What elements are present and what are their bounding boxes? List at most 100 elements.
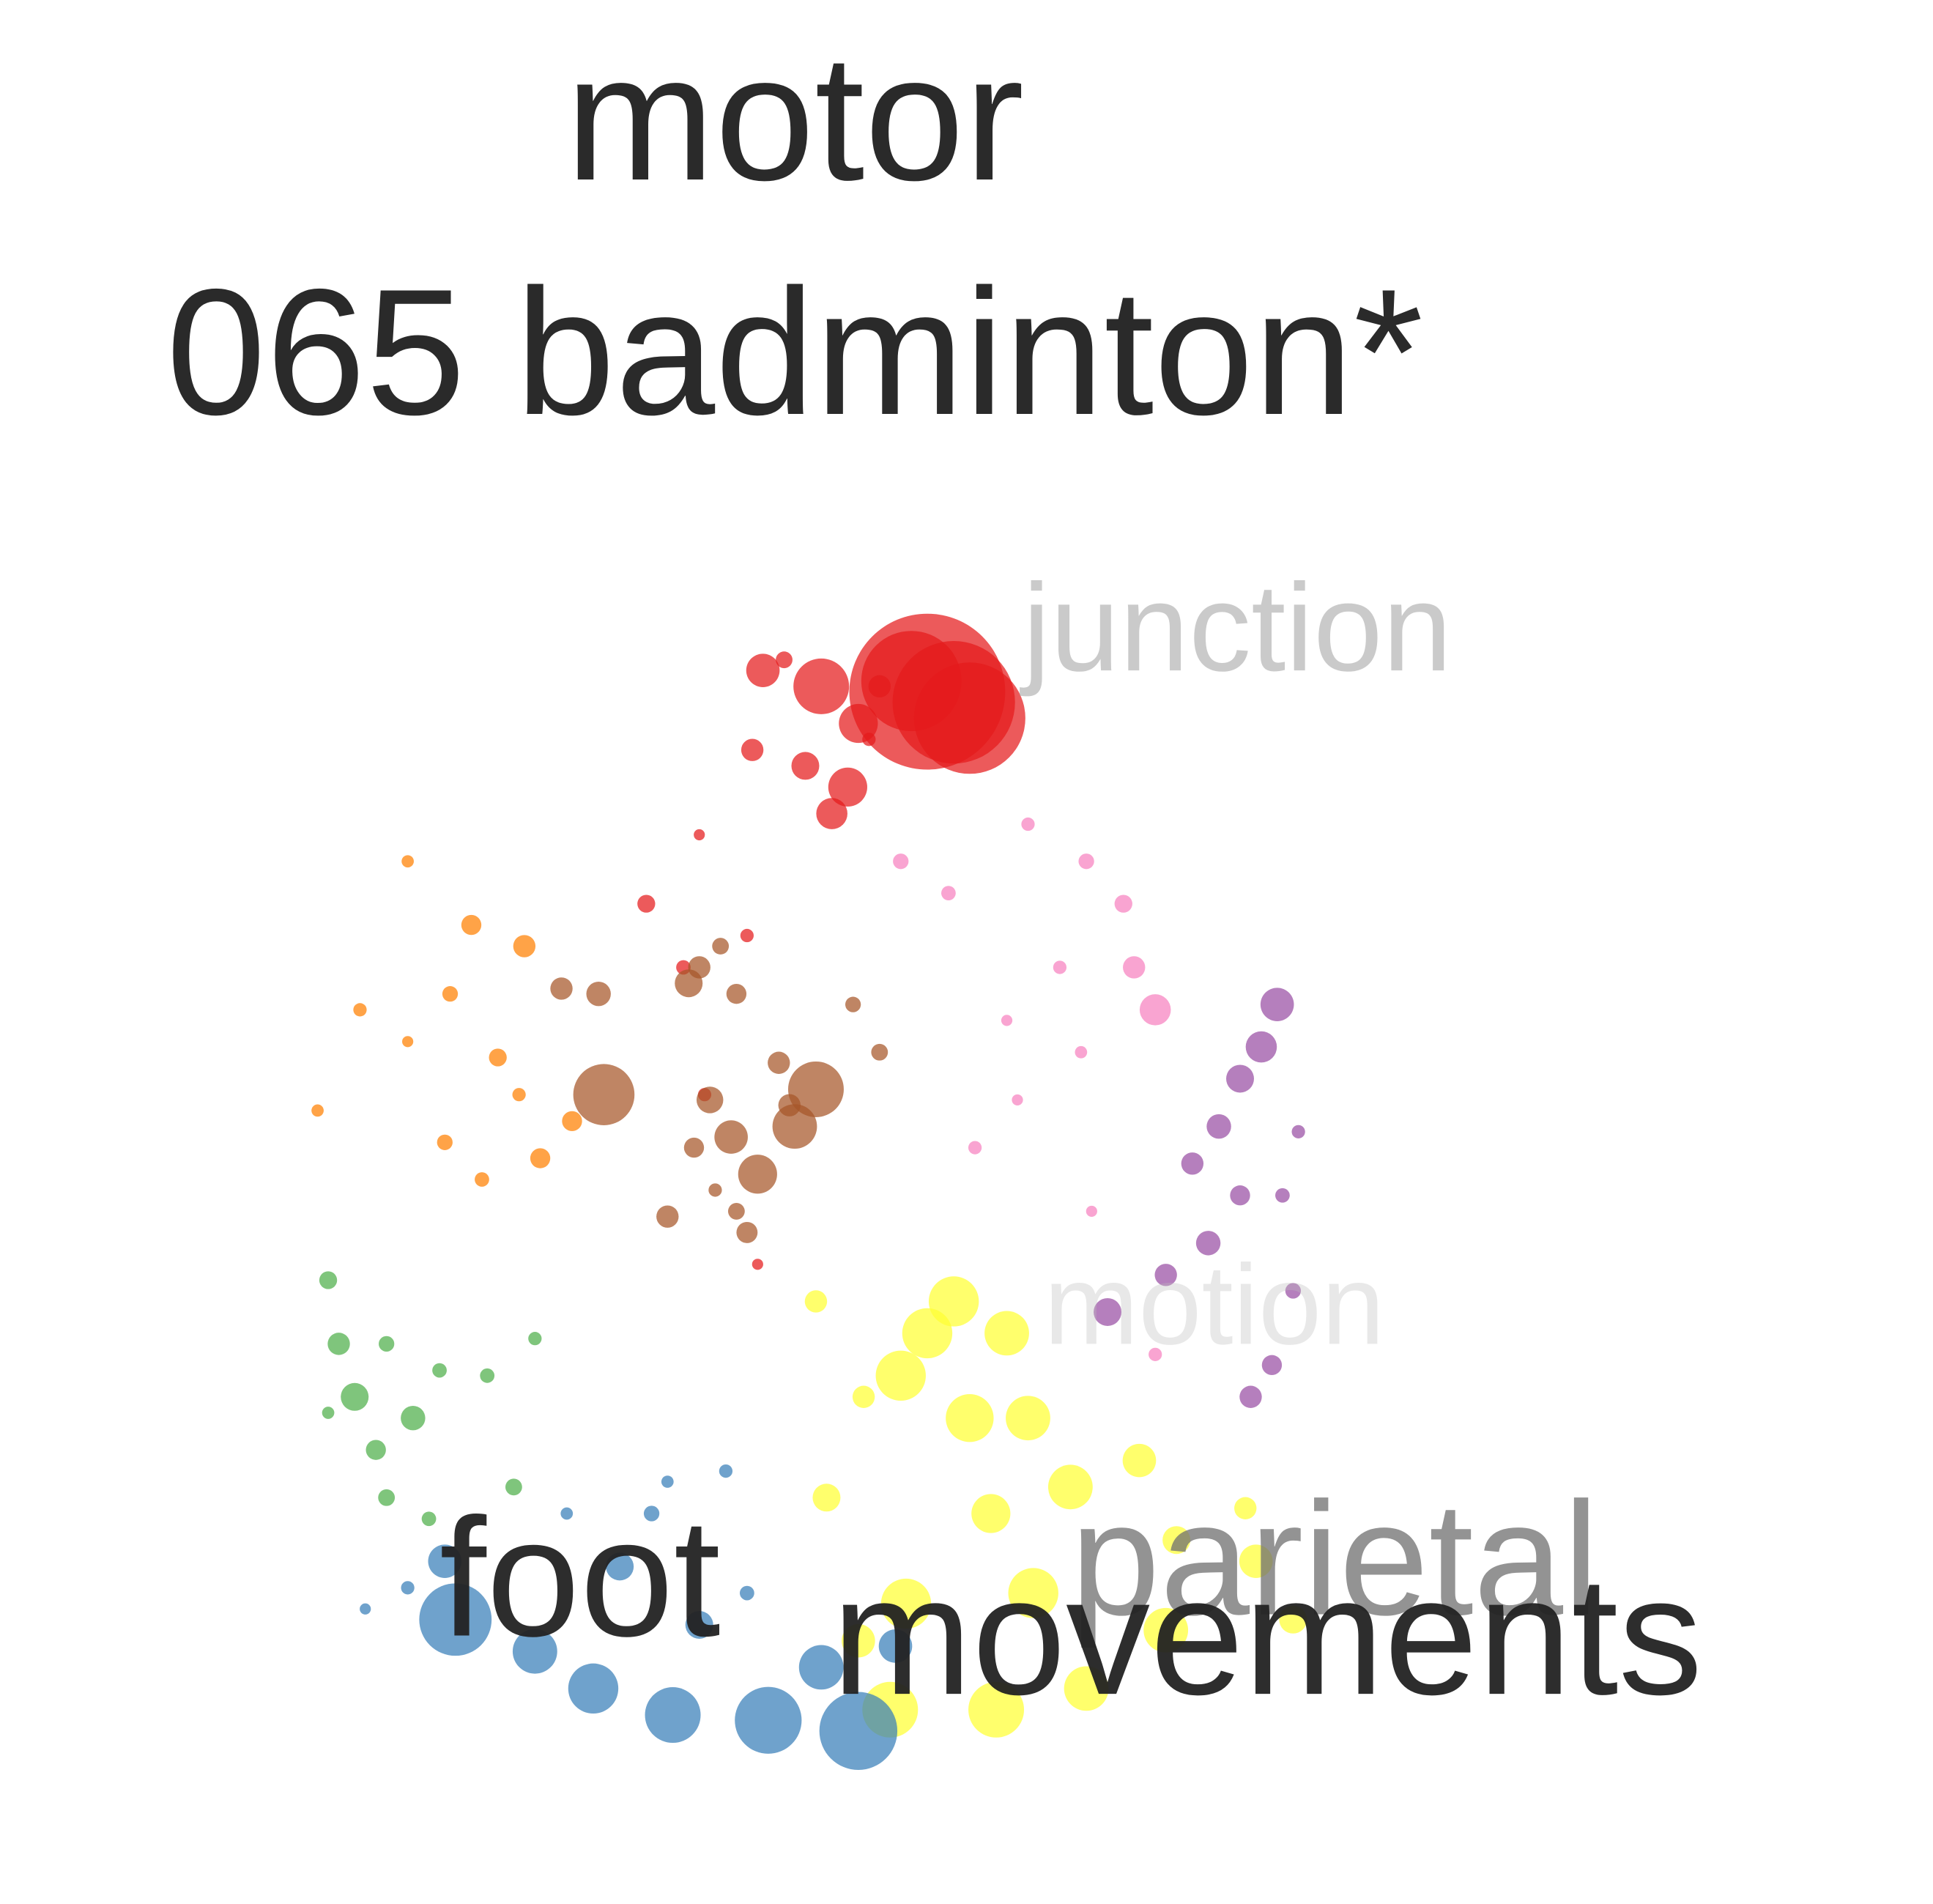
bubble-yellow-10 — [1239, 1544, 1273, 1578]
bubble-purple-7 — [1154, 1264, 1177, 1286]
bubble-blue-2 — [645, 1687, 701, 1744]
bubble-blue-1 — [735, 1686, 802, 1754]
bubble-brown-4 — [714, 1120, 748, 1154]
bubble-yellow-13 — [1064, 1666, 1109, 1711]
bubble-orange-6 — [402, 1036, 414, 1048]
chart-title: motor 065 badminton* — [166, 17, 1423, 452]
bubble-red-11 — [637, 894, 656, 913]
bubble-brown-9 — [712, 938, 730, 955]
bubble-green-5 — [421, 1511, 437, 1527]
bubble-purple-4 — [1181, 1152, 1204, 1175]
bubble-brown-8 — [726, 983, 747, 1004]
bubble-yellow-6 — [1047, 1464, 1093, 1510]
bubble-brown-12 — [696, 1086, 724, 1114]
bubble-blue-6 — [419, 1583, 492, 1656]
bubble-green-10 — [505, 1478, 522, 1496]
bubble-green-1 — [341, 1382, 369, 1411]
bubble-blue-7 — [798, 1645, 844, 1690]
bubble-blue-8 — [878, 1629, 913, 1663]
bubble-purple-12 — [1275, 1188, 1290, 1203]
bubble-blue-16 — [719, 1464, 733, 1478]
bubble-green-11 — [432, 1363, 447, 1378]
bubble-blue-0 — [819, 1692, 898, 1770]
bubble-yellow-8 — [1122, 1443, 1157, 1478]
bubble-pink-0 — [1139, 994, 1171, 1026]
bubble-layer — [311, 613, 1307, 1770]
bubble-blue-3 — [568, 1663, 619, 1714]
bubble-brown-14 — [708, 1183, 722, 1197]
bubble-brown-17 — [683, 1137, 705, 1158]
bubble-orange-9 — [530, 1148, 551, 1168]
bubble-brown-2 — [772, 1104, 817, 1149]
bubble-brown-15 — [727, 1203, 745, 1220]
bubble-red-19 — [694, 829, 705, 841]
word-label-3: foot — [439, 1483, 721, 1671]
bubble-brown-13 — [778, 1094, 801, 1116]
bubble-purple-1 — [1245, 1031, 1277, 1063]
bubble-orange-2 — [442, 986, 459, 1002]
bubble-yellow-2 — [984, 1311, 1029, 1356]
bubble-pink-10 — [1001, 1015, 1013, 1026]
word-label-2: parietal — [1070, 1469, 1599, 1649]
bubble-brown-1 — [787, 1061, 844, 1117]
bubble-red-8 — [816, 798, 847, 829]
bubble-red-15 — [752, 1259, 763, 1270]
bubble-yellow-7 — [971, 1494, 1011, 1533]
bubble-blue-4 — [512, 1629, 557, 1674]
bubble-purple-10 — [1261, 1355, 1283, 1376]
bubble-pink-8 — [941, 886, 956, 901]
bubble-yellow-21 — [968, 1681, 1025, 1738]
bubble-pink-11 — [1086, 1205, 1097, 1218]
bubble-yellow-9 — [1162, 1526, 1191, 1555]
bubble-red-10 — [741, 738, 764, 761]
bubble-orange-11 — [401, 855, 414, 868]
bubble-red-9 — [791, 752, 820, 780]
bubble-yellow-12 — [1008, 1568, 1058, 1618]
bubble-green-0 — [327, 1333, 350, 1355]
bubble-yellow-14 — [1143, 1607, 1189, 1653]
bubble-brown-11 — [550, 977, 573, 1000]
bubble-pink-1 — [1123, 956, 1146, 979]
bubble-pink-12 — [1149, 1347, 1162, 1361]
bubble-yellow-5 — [1006, 1396, 1050, 1441]
bubble-green-8 — [480, 1368, 495, 1383]
bubble-yellow-16 — [812, 1483, 841, 1512]
bubble-blue-15 — [401, 1581, 415, 1595]
bubble-yellow-15 — [880, 1578, 932, 1629]
bubble-orange-1 — [461, 914, 482, 936]
bubble-yellow-17 — [852, 1385, 875, 1408]
bubble-brown-10 — [586, 981, 611, 1007]
bubble-green-4 — [378, 1489, 396, 1506]
bubble-green-7 — [379, 1336, 395, 1352]
bubble-purple-9 — [1239, 1385, 1262, 1408]
bubble-yellow-19 — [842, 1623, 875, 1658]
bubble-purple-3 — [1206, 1114, 1231, 1139]
title-line-1: motor — [565, 17, 1024, 218]
bubble-pink-3 — [1078, 853, 1094, 870]
bubble-pink-13 — [1012, 1094, 1023, 1106]
bubble-blue-10 — [685, 1611, 713, 1639]
bubble-orange-0 — [513, 935, 536, 957]
bubble-blue-9 — [606, 1552, 634, 1581]
bubble-brown-7 — [688, 956, 711, 979]
bubble-brown-0 — [573, 1064, 635, 1125]
bubble-blue-14 — [360, 1603, 371, 1615]
bubble-orange-4 — [512, 1088, 526, 1102]
bubble-blue-11 — [643, 1505, 660, 1522]
bubble-red-3 — [913, 662, 1025, 774]
bubble-yellow-4 — [946, 1394, 994, 1442]
bubble-blue-17 — [661, 1475, 674, 1488]
bubble-purple-8 — [1094, 1297, 1122, 1326]
bubble-green-2 — [401, 1405, 426, 1431]
bubble-pink-2 — [1114, 894, 1132, 913]
bubble-orange-7 — [311, 1104, 324, 1117]
bubble-orange-3 — [489, 1048, 507, 1067]
bubble-purple-2 — [1226, 1064, 1254, 1093]
bubble-pink-4 — [1021, 817, 1035, 831]
bubble-red-4 — [793, 658, 850, 714]
bubble-green-3 — [366, 1440, 386, 1460]
bubble-orange-12 — [562, 1111, 582, 1132]
bubble-purple-13 — [1291, 1125, 1305, 1138]
